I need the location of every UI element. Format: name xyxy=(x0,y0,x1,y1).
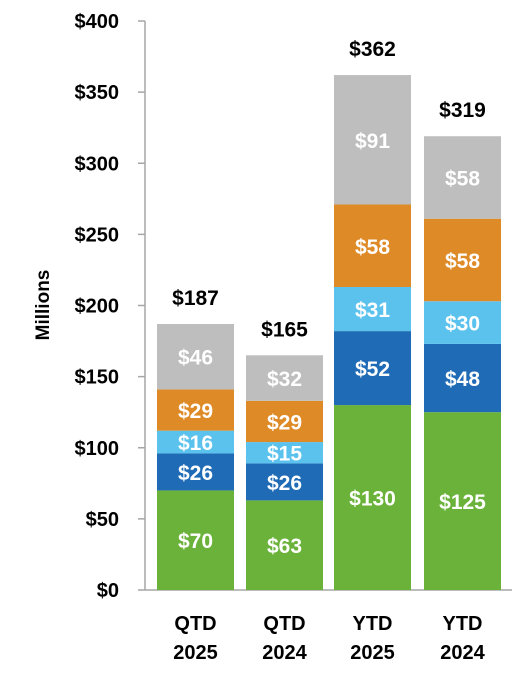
data-label: $125 xyxy=(439,491,486,514)
data-label: $91 xyxy=(355,130,390,153)
bar-segment xyxy=(424,218,501,302)
y-tick-label: $200 xyxy=(75,296,120,318)
data-label: $52 xyxy=(355,358,390,381)
y-tick-label: $400 xyxy=(75,11,120,33)
y-tick-label: $250 xyxy=(75,224,120,246)
bar-segment xyxy=(246,400,323,443)
total-label: $319 xyxy=(439,99,486,122)
x-tick-label: QTD xyxy=(263,613,305,635)
axes: $0 $50 $100 $150 $200 $250 $300 $350 $400 QTD 2025… xyxy=(75,11,512,664)
data-label: $30 xyxy=(445,313,480,336)
data-label: $16 xyxy=(178,432,213,455)
bar-segment xyxy=(246,463,323,501)
x-tick-label: 2024 xyxy=(262,642,307,664)
data-label: $58 xyxy=(445,250,480,273)
data-label: $46 xyxy=(178,347,213,370)
bar-segment xyxy=(157,389,234,431)
data-label: $58 xyxy=(445,167,480,190)
bar-segment xyxy=(246,355,323,401)
data-label: $29 xyxy=(178,400,213,423)
bar-segment xyxy=(246,500,323,590)
x-tick-label: YTD xyxy=(443,613,483,635)
data-label: $26 xyxy=(267,472,302,495)
y-tick-label: $150 xyxy=(75,367,120,389)
bar-segment xyxy=(157,430,234,454)
bar-segment xyxy=(424,412,501,590)
bar-segment xyxy=(334,287,411,332)
data-label: $31 xyxy=(355,299,390,322)
data-label: $70 xyxy=(178,530,213,553)
bar-segment xyxy=(334,331,411,406)
bar-segment xyxy=(334,75,411,205)
total-label: $187 xyxy=(172,287,219,310)
y-tick-label: $0 xyxy=(97,580,119,602)
bar-segment xyxy=(157,323,234,390)
data-label: $26 xyxy=(178,462,213,485)
data-label: $32 xyxy=(267,368,302,391)
x-tick-label: 2025 xyxy=(173,642,218,664)
y-tick-label: $350 xyxy=(75,82,120,104)
bar-segment xyxy=(424,343,501,413)
data-label: $63 xyxy=(267,535,302,558)
y-tick-label: $50 xyxy=(86,509,119,531)
bar-segment xyxy=(157,453,234,491)
bar-segment xyxy=(157,490,234,590)
x-tick-label: YTD xyxy=(353,613,393,635)
bar-segment xyxy=(424,136,501,219)
data-label: $29 xyxy=(267,411,302,434)
bar-segment xyxy=(246,442,323,464)
y-tick-label: $300 xyxy=(75,153,120,175)
y-axis-label: Millions xyxy=(33,270,54,341)
data-label: $58 xyxy=(355,236,390,259)
bar-segment xyxy=(334,405,411,590)
x-tick-label: 2025 xyxy=(350,642,395,664)
total-label: $362 xyxy=(349,38,396,61)
y-tick-label: $100 xyxy=(75,438,120,460)
data-label: $15 xyxy=(267,443,302,466)
bars xyxy=(157,75,501,590)
data-label: $130 xyxy=(349,488,396,511)
x-tick-label: 2024 xyxy=(440,642,485,664)
labels: $70 $26 $16 $29 $46 $187 $63 $26 $15 $29 $32 $165 $1… xyxy=(172,38,486,558)
total-label: $165 xyxy=(261,318,308,341)
x-tick-label: QTD xyxy=(174,613,216,635)
bar-segment xyxy=(424,301,501,344)
data-label: $48 xyxy=(445,368,480,391)
bar-segment xyxy=(334,204,411,288)
y-axis-label-group: Millions xyxy=(33,270,54,341)
